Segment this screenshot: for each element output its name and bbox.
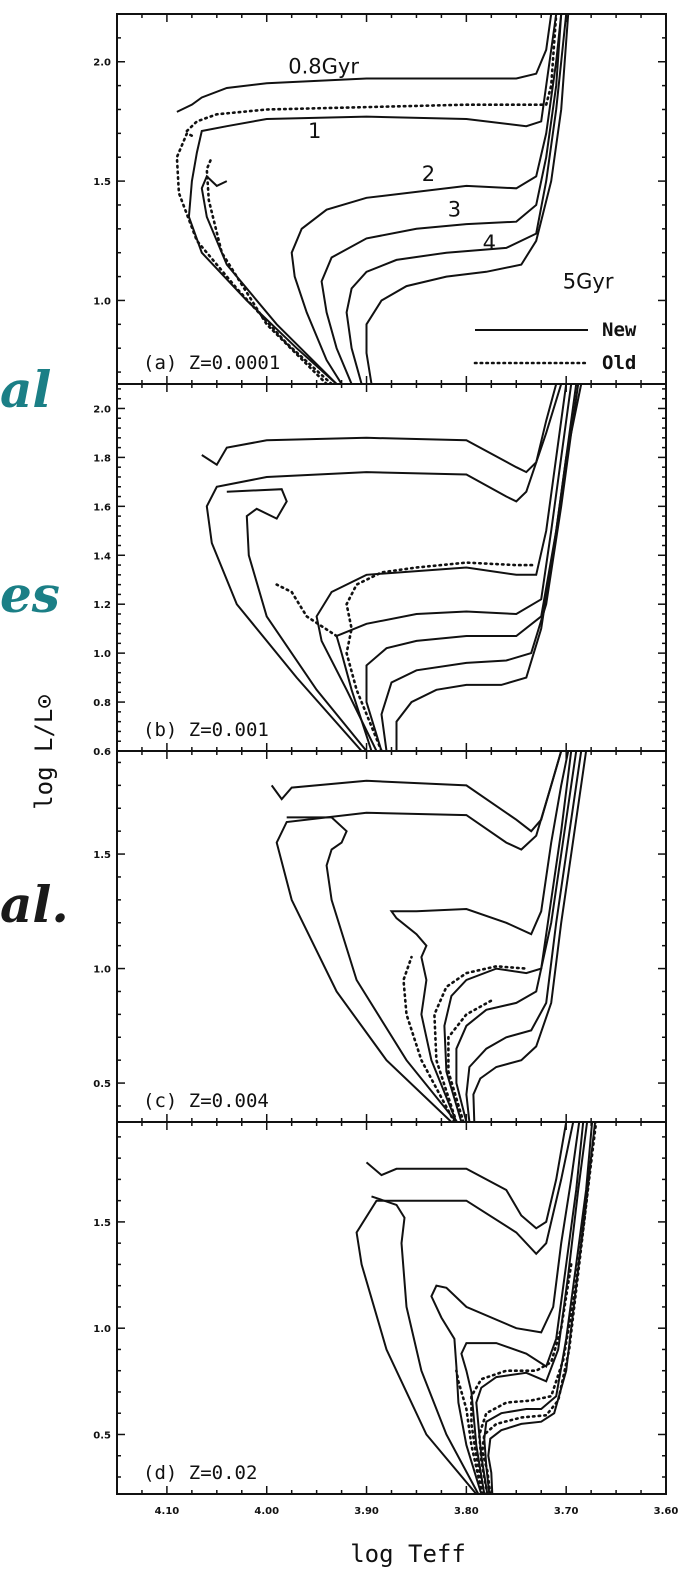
isochrone-dotted-0.8gyr — [185, 14, 558, 133]
panels-group: 1.01.52.0(a) Z=0.00010.8Gyr12345Gyr0.60.… — [93, 13, 667, 1495]
y-tick-label: 0.6 — [93, 747, 111, 758]
panel-frame — [116, 13, 667, 385]
age-label: 4 — [483, 231, 496, 255]
isochrone-solid-4 — [483, 1122, 594, 1494]
age-label: 3 — [448, 198, 461, 222]
y-tick-label: 1.0 — [93, 1324, 111, 1335]
text-fragment-es: es — [0, 565, 60, 624]
isochrone-dotted-3 — [470, 1263, 573, 1494]
isochrone-solid-3 — [475, 1122, 589, 1494]
isochrone-dotted-2.5 — [275, 583, 338, 638]
y-tick-label: 1.5 — [93, 177, 111, 188]
x-tick-label: 3.70 — [554, 1506, 579, 1517]
text-fragment-al: al — [0, 360, 52, 419]
age-label: 5Gyr — [563, 269, 614, 293]
y-axis-title: log L/L⊙ — [30, 694, 58, 810]
y-tick-label: 1.6 — [93, 502, 111, 513]
isochrone-solid-2 — [389, 751, 570, 1122]
isochrone-solid-4 — [345, 14, 568, 384]
isochrone-solid-2.5 — [443, 751, 573, 1122]
isochrone-solid-5gyr — [472, 751, 588, 1122]
isochrone-solid-4 — [465, 751, 583, 1122]
isochrone-dotted-2 — [345, 561, 538, 751]
panel-label: (d) Z=0.02 — [143, 1462, 257, 1484]
y-tick-label: 0.5 — [93, 1079, 111, 1090]
y-tick-label: 1.4 — [93, 551, 111, 562]
text-fragment-al-period: al. — [0, 875, 69, 934]
isochrone-solid-1 — [205, 384, 563, 751]
panel-label: (a) Z=0.0001 — [143, 352, 280, 374]
panel-3: 0.5 1.0 1.5 (d) Z=0.02 — [93, 1121, 667, 1495]
isochrone-dotted-5gyr — [480, 1122, 598, 1494]
isochrone-dotted-1.5 — [205, 155, 328, 384]
panel-frame — [116, 1121, 667, 1495]
isochrone-solid-0.8gyr — [365, 1122, 568, 1230]
panel-frame — [116, 750, 667, 1123]
panel-0: 1.0 1.5 2.0 (a) Z=0.0001 0.8Gyr 1 234 5Gyr — [93, 13, 667, 385]
y-tick-label: 1.0 — [93, 965, 111, 976]
isochrone-solid-2.5 — [460, 1122, 585, 1494]
age-label: 0.8Gyr — [288, 55, 359, 79]
panel-1: 0.6 0.8 1.0 1.2 1.4 1.6 1.8 2.0 (b) Z=0.001 — [93, 383, 667, 758]
isochrone-dotted-2.5 — [455, 1369, 484, 1494]
isochrone-solid-4 — [380, 384, 580, 751]
y-tick-label: 1.0 — [93, 296, 111, 307]
x-tick-label: 3.60 — [654, 1506, 679, 1517]
y-tick-label: 0.5 — [93, 1430, 111, 1441]
x-axis-title: log Teff — [350, 1540, 466, 1568]
x-tick-labels: 4.10 4.00 3.90 3.80 3.70 3.60 — [155, 1506, 679, 1517]
isochrone-solid-0.8gyr — [201, 384, 558, 474]
isochrone-solid-2 — [315, 384, 568, 751]
y-tick-label: 1.2 — [93, 600, 111, 611]
legend-label-old: Old — [602, 352, 636, 374]
isochrone-solid-2 — [290, 14, 563, 384]
y-tick-label: 0.8 — [93, 698, 111, 709]
isochrone-solid-0.8gyr — [176, 14, 553, 113]
y-tick-label: 2.0 — [93, 58, 111, 69]
isochrone-solid-1.5 — [286, 816, 458, 1122]
isochrone-solid-1 — [275, 751, 563, 1122]
age-label: 2 — [422, 162, 435, 186]
isochrone-solid-2 — [430, 1122, 581, 1494]
isochrone-dotted-3 — [447, 999, 493, 1122]
isochrone-solid-1.5 — [200, 174, 338, 384]
isochrone-dotted-2.5 — [433, 964, 528, 1122]
isochrone-solid-1 — [355, 1122, 575, 1494]
panel-label: (b) Z=0.001 — [143, 719, 269, 741]
isochrone-solid-5gyr — [487, 1122, 597, 1494]
y-tick-label: 1.5 — [93, 1218, 111, 1229]
panel-2: 0.5 1.0 1.5 (c) Z=0.004 — [93, 750, 667, 1123]
y-tick-label: 1.5 — [93, 850, 111, 861]
isochrone-dotted-1 — [175, 131, 333, 384]
x-tick-label: 4.00 — [254, 1506, 279, 1517]
isochrone-solid-5gyr — [365, 14, 570, 384]
isochrone-solid-1.5 — [371, 1195, 480, 1494]
isochrone-solid-3 — [320, 14, 563, 384]
y-tick-label: 2.0 — [93, 404, 111, 415]
age-label: 1 — [308, 119, 321, 143]
legend-label-new: New — [602, 319, 637, 341]
isochrone-solid-1 — [187, 14, 558, 384]
isochrone-solid-5gyr — [395, 384, 583, 751]
isochrone-solid-3 — [455, 751, 578, 1122]
isochrone-dotted-2 — [402, 955, 456, 1122]
panel-label: (c) Z=0.004 — [143, 1090, 269, 1112]
x-tick-label: 3.90 — [354, 1506, 379, 1517]
legend: New Old — [473, 319, 637, 374]
isochrone-solid-1.5 — [226, 488, 368, 751]
isochrone-solid-2.5 — [335, 384, 573, 751]
x-tick-label: 3.80 — [454, 1506, 479, 1517]
x-tick-label: 4.10 — [155, 1506, 180, 1517]
y-tick-label: 1.8 — [93, 453, 111, 464]
y-tick-label: 1.0 — [93, 649, 111, 660]
